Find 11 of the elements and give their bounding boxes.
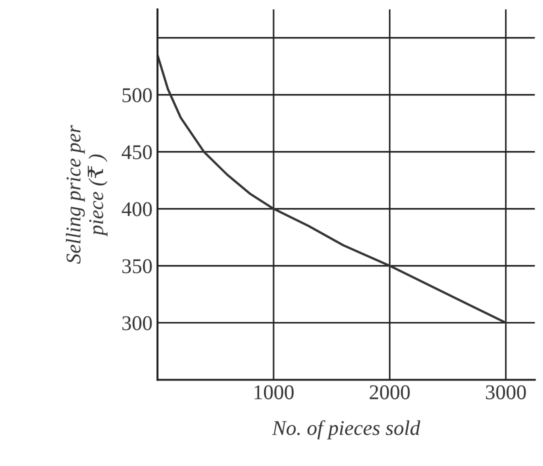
- x-axis-title: No. of pieces sold: [272, 420, 420, 440]
- line-series: [157, 54, 507, 324]
- y-tick-label: 350: [122, 259, 152, 274]
- x-tick-label: 3000: [486, 385, 526, 400]
- y-axis-title: Selling price per piece (₹ ): [66, 125, 108, 264]
- y-tick-label: 300: [122, 316, 152, 330]
- x-tick-label: 1000: [254, 385, 294, 400]
- y-tick-label: 450: [122, 145, 152, 160]
- x-tick-label: 2000: [370, 385, 410, 400]
- y-tick-label: 500: [122, 88, 152, 102]
- y-tick-label: 400: [122, 202, 152, 216]
